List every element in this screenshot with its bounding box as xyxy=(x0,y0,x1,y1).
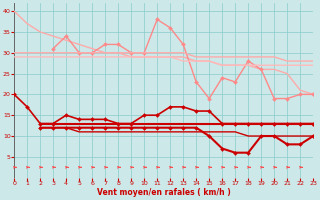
X-axis label: Vent moyen/en rafales ( km/h ): Vent moyen/en rafales ( km/h ) xyxy=(97,188,230,197)
